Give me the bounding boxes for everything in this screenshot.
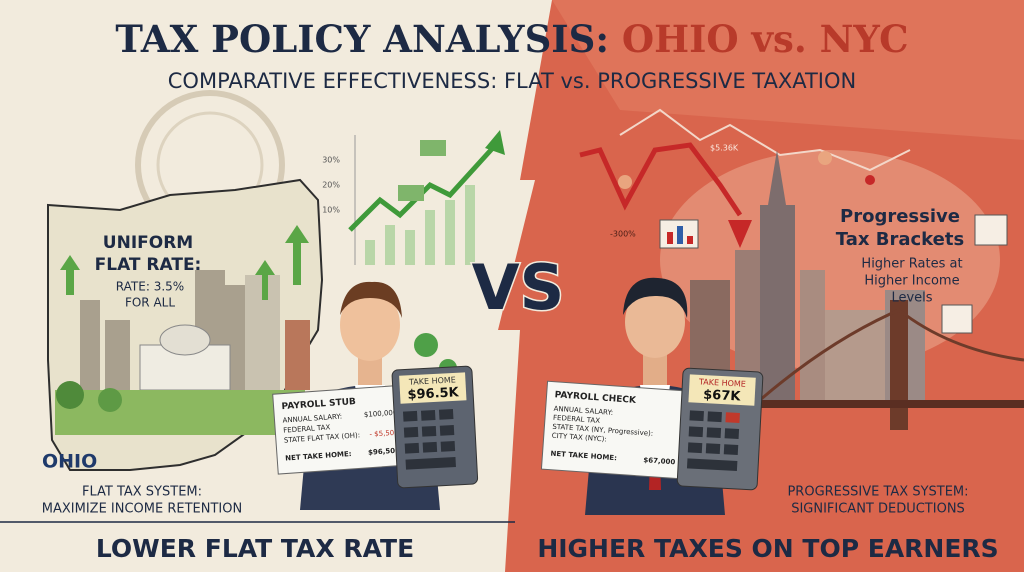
stub-value: $96,500 [368,447,400,457]
icon [941,304,973,334]
state-label: OHIO [42,451,97,473]
note: Higher Income [864,274,959,289]
icon [974,214,1008,246]
calculator: TAKE HOME $96.5K [391,365,479,489]
tree [56,381,84,409]
chart-tick: 30% [322,156,340,165]
subtitle: COMPARATIVE EFFECTIVENESS: FLAT vs. PROG… [168,69,856,93]
check-label: FEDERAL TAX [553,414,601,425]
payroll-check: PAYROLL CHECK ANNUAL SALARY: FEDERAL TAX… [540,380,688,480]
chart-label: $5.36K [710,144,739,153]
banner: LOWER FLAT TAX RATE [96,534,414,563]
headline: FLAT RATE: [95,255,202,275]
stub-value: - $5,500 [369,429,399,439]
arrow-up [60,255,80,295]
growth-chart: 30% 20% 10% [322,130,505,265]
calc-value: $67K [703,388,742,405]
system: PROGRESSIVE TAX SYSTEM: [787,485,968,500]
bridge [759,300,1024,430]
decline-chart: $5.36K -300% [579,108,911,249]
vs: VS [472,251,565,324]
capitol-dome [159,324,211,356]
headline: UNIFORM [103,233,193,253]
check-label: CITY TAX (NYC): [552,432,608,444]
system-note: SIGNIFICANT DEDUCTIONS [791,502,965,517]
check-value: $67,000 [643,456,675,466]
ohio-skyline [80,270,310,390]
title: TAX POLICY ANALYSIS: OHIO vs. NYC [115,17,908,61]
rate: RATE: 3.5% [116,280,184,294]
right-glow [552,0,1024,140]
chart-tick: 20% [322,181,340,190]
calc-value: $96.5K [407,385,460,403]
note: Higher Rates at [861,257,962,272]
payroll-stub: PAYROLL STUB ANNUAL SALARY: $100,000 FED… [272,384,409,475]
arrow-up [255,260,275,300]
rate: FOR ALL [125,296,175,310]
money [398,185,424,201]
stub-value: $100,000 [364,409,398,419]
arrow-up [285,225,309,285]
headline: Tax Brackets [836,229,964,250]
stub-label: FEDERAL TAX [283,423,331,434]
money [420,140,446,156]
headline: Progressive [840,206,960,227]
arrow-head [485,130,505,155]
title-highlight: OHIO vs. NYC [622,17,909,61]
note: Levels [891,291,932,306]
chart-label: -300% [610,230,636,239]
system-note: MAXIMIZE INCOME RETENTION [42,502,242,517]
calc-label: TAKE HOME [408,375,456,386]
system: FLAT TAX SYSTEM: [82,485,202,500]
title-main: TAX POLICY ANALYSIS: [115,17,609,61]
calc-label: TAKE HOME [698,377,746,388]
calculator: TAKE HOME $67K [676,367,764,491]
chart-tick: 10% [322,206,340,215]
banner: HIGHER TAXES ON TOP EARNERS [537,534,998,563]
tree [98,388,122,412]
park [55,390,305,435]
